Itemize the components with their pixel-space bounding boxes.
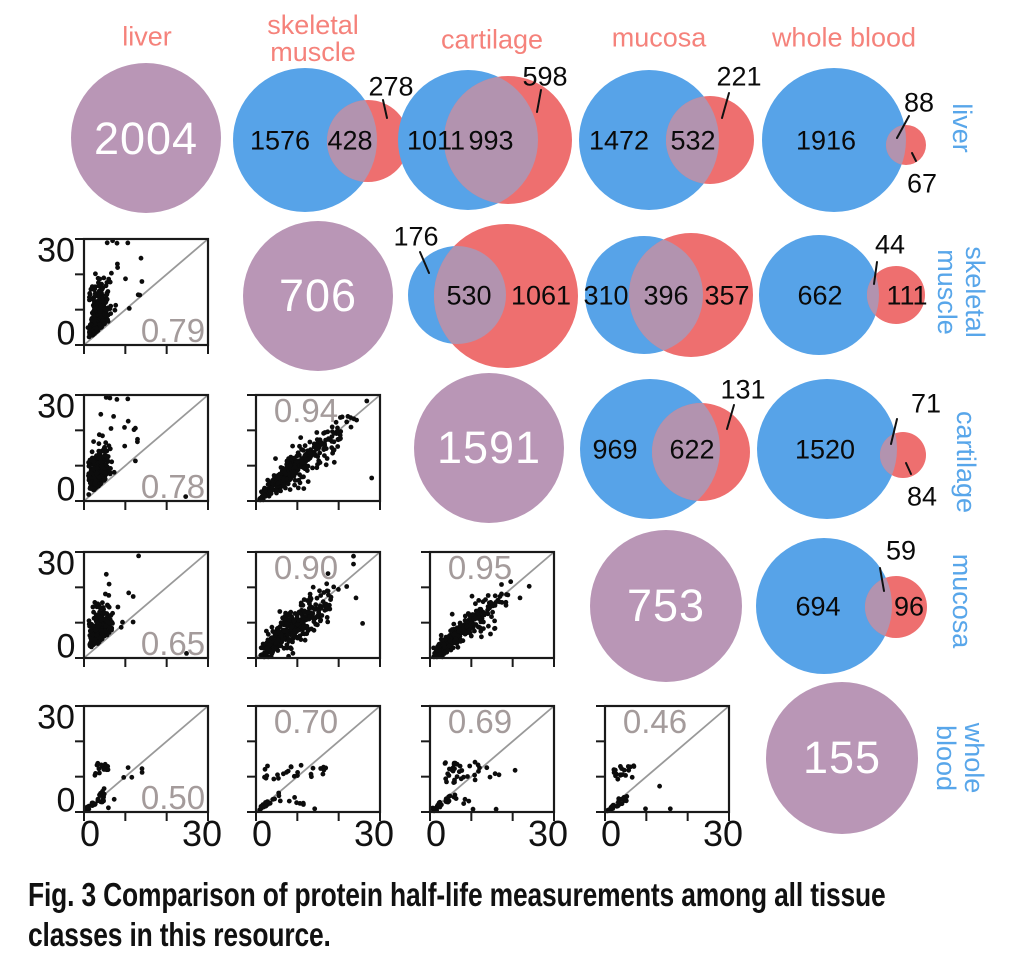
corr-wb-cart: 0.69 [447, 703, 513, 740]
corr-cart-skm: 0.94 [273, 392, 339, 429]
x-axis-max-col4: 30 [702, 813, 744, 854]
scatter-whole-blood-vs-cartilage [421, 704, 556, 821]
x-axis-min-col1: 0 [79, 813, 101, 854]
venn-muc-wb-col-only: 96 [893, 591, 925, 622]
y-axis-max-row4: 30 [37, 544, 75, 583]
scatter-mucosa-vs-liver [75, 550, 210, 667]
figure-caption-line1: Fig. 3 Comparison of protein half-life m… [28, 876, 886, 913]
scatter-cartilage-vs-skeletal-muscle [247, 393, 382, 510]
row-label-cartilage: cartilage [951, 410, 982, 514]
venn-liver-muc-shared: 532 [670, 125, 716, 156]
column-header-liver: liver [122, 21, 172, 52]
venn-liver-skm-shared: 428 [327, 125, 373, 156]
y-axis-min-row4: 0 [56, 627, 76, 666]
venn-skm-cart-col-only: 1061 [510, 280, 572, 311]
x-axis-max-col3: 30 [527, 813, 569, 854]
venn-cart-muc-row-only: 969 [592, 434, 638, 465]
venn-liver-vs-cartilage [398, 70, 572, 210]
venn-muc-wb-row-only: 694 [795, 591, 841, 622]
x-axis-min-col3: 0 [425, 813, 447, 854]
x-axis-min-col4: 0 [600, 813, 622, 854]
venn-pointer-lines [382, 89, 917, 592]
diagonal-total-circles [71, 63, 918, 834]
scatter-cartilage-vs-liver [75, 393, 210, 510]
corr-skm-liver: 0.79 [140, 312, 206, 349]
corr-cart-liver: 0.78 [140, 468, 206, 505]
venn-cart-wb-shared: 71 [910, 388, 942, 419]
row-label-liver: liver [947, 103, 978, 153]
row-label-whole-blood: whole blood [931, 722, 990, 794]
venn-liver-wb-row-only: 1916 [795, 125, 857, 156]
venn-liver-vs-skeletal-muscle [233, 68, 409, 212]
corr-muc-cart: 0.95 [447, 549, 513, 586]
venn-skm-muc-col-only: 357 [704, 280, 750, 311]
venn-liver-vs-mucosa [579, 70, 754, 210]
venn-skm-cart-row-only: 176 [393, 221, 439, 252]
row-label-skeletal-muscle: skeletal muscle [932, 246, 991, 338]
venn-skm-muc-row-only: 310 [583, 280, 629, 311]
y-axis-max-row3: 30 [37, 387, 75, 426]
corr-wb-skm: 0.70 [273, 703, 339, 740]
venn-skeletal-muscle-vs-mucosa [585, 233, 753, 357]
venn-liver-cart-col-only: 598 [522, 61, 568, 92]
total-liver: 2004 [93, 113, 199, 164]
venn-skm-wb-col-only: 111 [886, 280, 928, 311]
figure-caption-line2: classes in this resource. [28, 916, 331, 953]
row-label-mucosa: mucosa [947, 553, 978, 649]
corr-muc-liver: 0.65 [140, 625, 206, 662]
y-axis-min-row2: 0 [56, 314, 76, 353]
venn-skeletal-muscle-vs-whole-blood [759, 235, 925, 355]
venn-skeletal-muscle-vs-cartilage [408, 224, 578, 368]
scatter-mucosa-vs-skeletal-muscle [247, 550, 382, 667]
venn-liver-wb-shared: 88 [903, 87, 935, 118]
total-whole-blood: 155 [802, 732, 882, 783]
y-axis-max-row2: 30 [37, 231, 75, 270]
total-cartilage: 1591 [436, 422, 542, 473]
y-axis-min-row3: 0 [56, 470, 76, 509]
venn-skm-wb-row-only: 662 [797, 280, 843, 311]
venn-liver-skm-row-only: 1576 [249, 125, 311, 156]
venn-liver-muc-col-only: 221 [716, 61, 762, 92]
scatter-whole-blood-vs-skeletal-muscle [247, 704, 382, 821]
venn-liver-skm-col-only: 278 [368, 71, 414, 102]
scatter-whole-blood-vs-liver [75, 704, 210, 821]
x-axis-min-col2: 0 [251, 813, 273, 854]
venn-skm-wb-shared: 44 [874, 229, 906, 260]
scatter-mucosa-vs-cartilage [421, 550, 556, 667]
venn-cart-muc-shared: 622 [669, 434, 715, 465]
x-axis-max-col1: 30 [181, 813, 223, 854]
corr-wb-liver: 0.50 [140, 779, 206, 816]
venn-cartilage-vs-mucosa [580, 379, 750, 519]
column-header-skeletal-muscle: skeletal muscle [267, 10, 359, 67]
venn-liver-wb-col-only: 67 [906, 168, 938, 199]
scatter-skeletal-muscle-vs-liver [75, 237, 210, 354]
venn-mucosa-vs-whole-blood [756, 538, 927, 674]
venn-skm-cart-shared: 530 [446, 280, 492, 311]
column-header-cartilage: cartilage [440, 24, 544, 55]
total-mucosa: 753 [626, 580, 706, 631]
column-header-whole-blood: whole blood [771, 22, 917, 53]
column-header-mucosa: mucosa [611, 22, 707, 53]
venn-cart-muc-col-only: 131 [720, 374, 766, 405]
venn-cart-wb-col-only: 84 [906, 481, 938, 512]
y-axis-min-row5: 0 [56, 781, 76, 820]
venn-liver-cart-shared: 993 [468, 125, 514, 156]
venn-liver-cart-row-only: 1011 [406, 125, 466, 156]
corr-muc-skm: 0.90 [273, 549, 339, 586]
venn-skm-muc-shared: 396 [643, 280, 689, 311]
x-axis-max-col2: 30 [353, 813, 395, 854]
total-skeletal-muscle: 706 [278, 270, 358, 321]
y-axis-max-row5: 30 [37, 698, 75, 737]
venn-liver-muc-row-only: 1472 [588, 125, 650, 156]
venn-muc-wb-shared: 59 [885, 535, 917, 566]
corr-wb-muc: 0.46 [622, 703, 688, 740]
scatter-whole-blood-vs-mucosa [596, 704, 731, 821]
venn-liver-vs-whole-blood [762, 68, 926, 212]
venn-cart-wb-row-only: 1520 [794, 434, 856, 465]
